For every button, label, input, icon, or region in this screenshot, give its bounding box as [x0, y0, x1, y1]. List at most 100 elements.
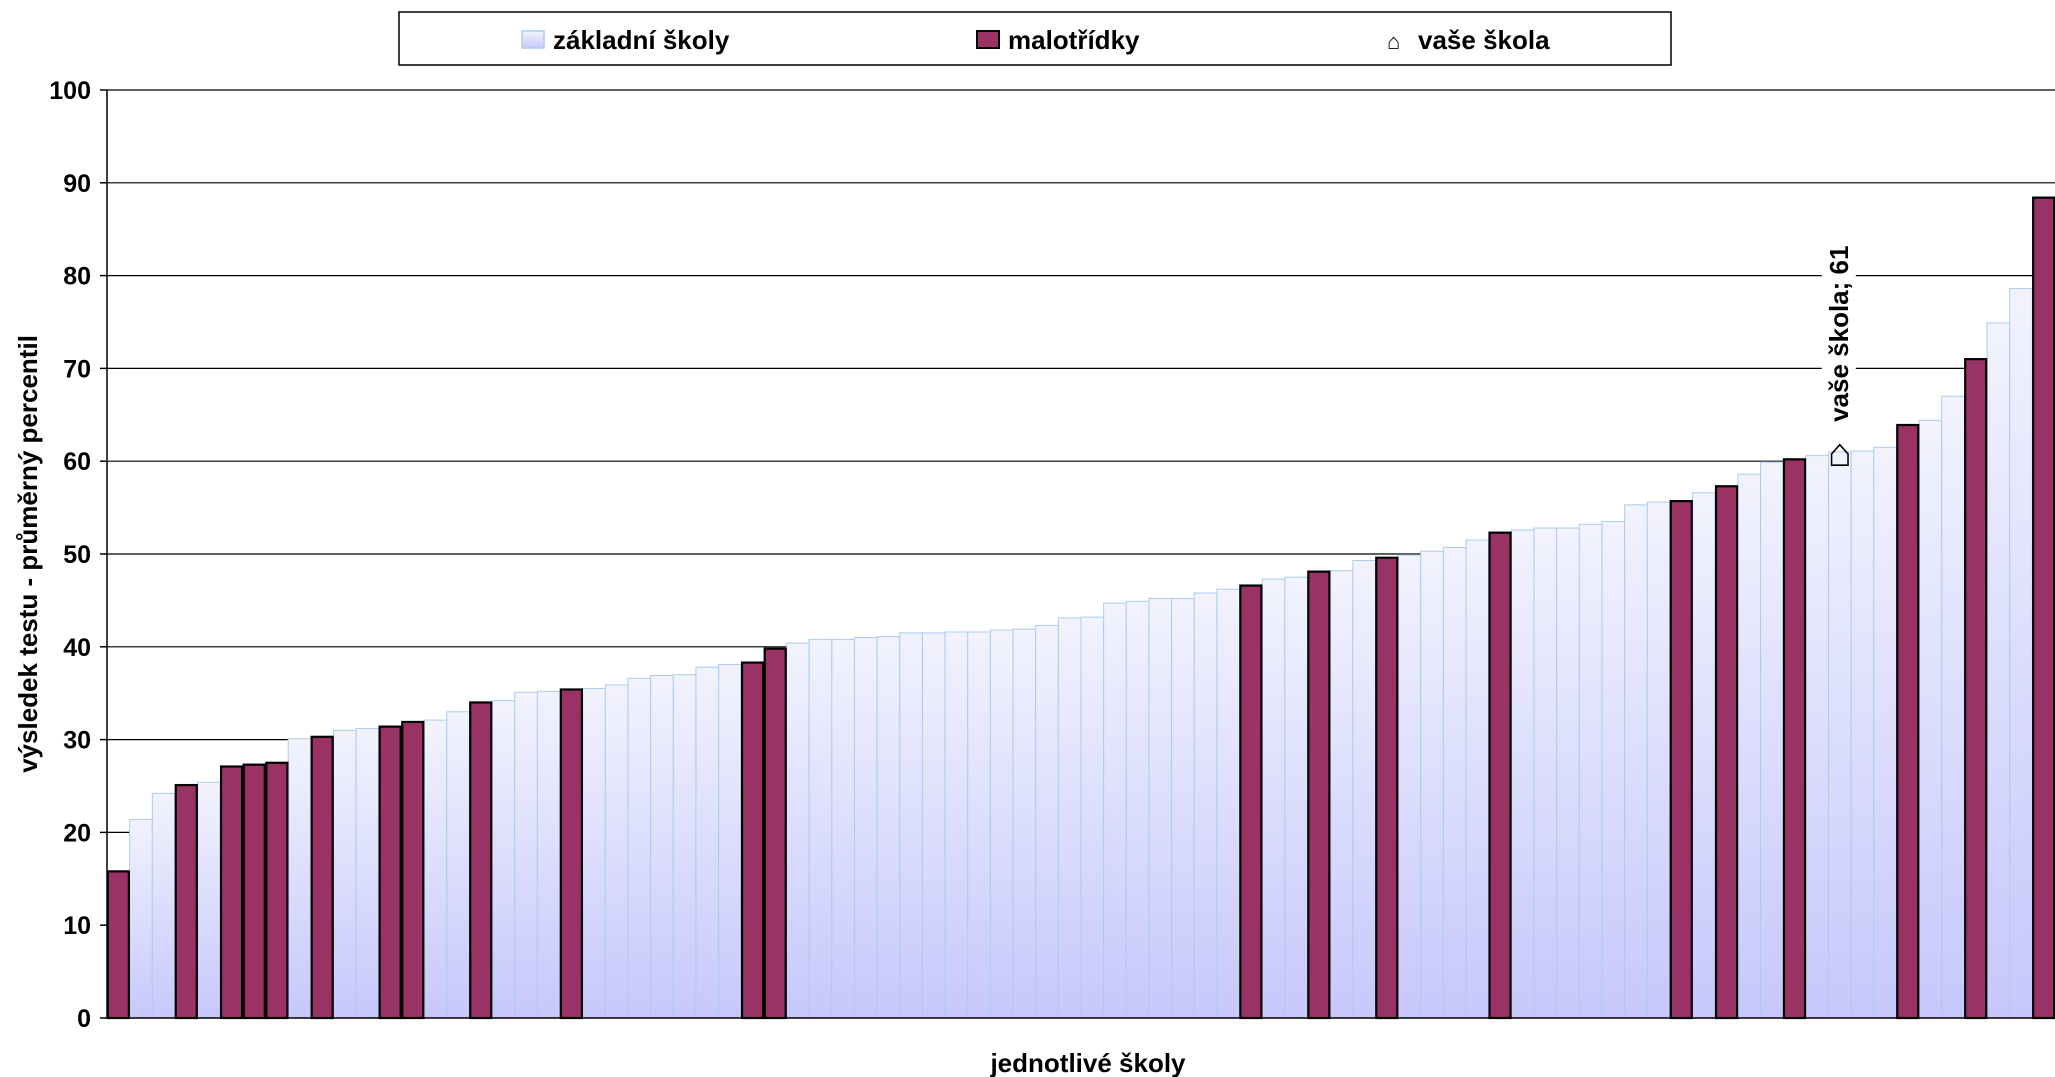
- bar-zakladni-skola: [1827, 451, 1852, 1019]
- bar-zakladni-skola: [1760, 461, 1784, 1019]
- y-tick-label: 40: [63, 634, 91, 662]
- legend-swatch-malotridky: [976, 30, 1000, 49]
- bar-zakladni-skola: [423, 719, 448, 1019]
- bar-zakladni-skola: [1057, 617, 1082, 1019]
- bar-malotridka: [559, 688, 583, 1020]
- bar-malotridka: [1782, 458, 1807, 1020]
- bar-zakladni-skola: [1035, 624, 1059, 1019]
- bar-malotridka: [1488, 531, 1512, 1020]
- house-icon: ⌂: [1387, 29, 1400, 54]
- bar-malotridka: [1714, 485, 1739, 1020]
- bar-zakladni-skola: [627, 677, 652, 1019]
- bar-zakladni-skola: [1510, 529, 1535, 1019]
- bar-malotridka: [242, 763, 266, 1020]
- bar-zakladni-skola: [1352, 559, 1376, 1019]
- bar-zakladni-skola: [446, 711, 470, 1019]
- y-axis-title: výsledek testu - průměrný percentil: [13, 335, 43, 773]
- bar-zakladni-skola: [1850, 450, 1875, 1019]
- bar-malotridka: [378, 725, 402, 1020]
- legend-label-vase-skola: vaše škola: [1418, 25, 1550, 55]
- bar-zakladni-skola: [151, 792, 176, 1019]
- bar-zakladni-skola: [1692, 492, 1716, 1019]
- bar-malotridka: [1896, 423, 1920, 1020]
- bar-zakladni-skola: [786, 642, 810, 1019]
- y-axis-ticks: 0 10 20 30 40 50 60 70 80 90 100: [49, 77, 107, 1033]
- bar-zakladni-skola: [853, 637, 878, 1019]
- x-axis-title: jednotlivé školy: [989, 1048, 1186, 1077]
- bar-zakladni-skola: [1624, 504, 1648, 1019]
- bar-zakladni-skola: [808, 638, 833, 1019]
- bar-zakladni-skola: [1805, 455, 1829, 1019]
- bar-zakladni-skola: [1171, 598, 1195, 1019]
- bar-malotridka: [2032, 196, 2055, 1020]
- bar-zakladni-skola: [989, 629, 1014, 1019]
- bar-zakladni-skola: [944, 631, 969, 1019]
- bar-zakladni-skola: [1578, 523, 1603, 1019]
- bar-zakladni-skola: [1986, 322, 2011, 1019]
- bar-zakladni-skola: [604, 684, 629, 1019]
- bar-malotridka: [106, 870, 130, 1020]
- bar-zakladni-skola: [1193, 592, 1218, 1019]
- y-tick-label: 100: [49, 77, 91, 105]
- bar-zakladni-skola: [831, 638, 855, 1019]
- bar-malotridka: [740, 661, 765, 1020]
- bar-zakladni-skola: [1737, 473, 1762, 1019]
- bar-zakladni-skola: [672, 674, 697, 1019]
- your-school-label: vaše škola; 61: [1824, 246, 1854, 422]
- bar-zakladni-skola: [1284, 576, 1309, 1019]
- bar-zakladni-skola: [2009, 288, 2033, 1019]
- legend-label-malotridky: malotřídky: [1008, 25, 1140, 55]
- y-tick-label: 20: [63, 819, 91, 847]
- bar-zakladni-skola: [287, 738, 312, 1019]
- bar-zakladni-skola: [1646, 501, 1671, 1019]
- legend-label-zakladni-skoly: základní školy: [553, 25, 730, 55]
- bar-zakladni-skola: [582, 688, 606, 1019]
- bar-zakladni-skola: [333, 729, 357, 1019]
- bar-malotridka: [310, 735, 334, 1020]
- y-tick-label: 90: [63, 170, 91, 198]
- bar-zakladni-skola: [1918, 419, 1943, 1019]
- bar-zakladni-skola: [1125, 600, 1150, 1019]
- bar-zakladni-skola: [1012, 628, 1037, 1019]
- bar-zakladni-skola: [967, 631, 991, 1019]
- bar-zakladni-skola: [197, 781, 221, 1019]
- bar-zakladni-skola: [1601, 521, 1626, 1019]
- bar-zakladni-skola: [355, 727, 380, 1019]
- bar-zakladni-skola: [1329, 570, 1354, 1019]
- y-tick-label: 80: [63, 263, 91, 291]
- bar-zakladni-skola: [1080, 616, 1105, 1019]
- bar-zakladni-skola: [1148, 598, 1173, 1019]
- bar-zakladni-skola: [1261, 578, 1286, 1019]
- bar-zakladni-skola: [1103, 602, 1127, 1019]
- your-school-house-icon: ⌂: [1828, 431, 1852, 475]
- bar-malotridka: [401, 720, 425, 1020]
- your-school-label-bg: [1821, 241, 1856, 426]
- bar-zakladni-skola: [650, 675, 674, 1019]
- bar-zakladni-skola: [536, 690, 561, 1019]
- bar-zakladni-skola: [491, 700, 516, 1019]
- bar-zakladni-skola: [695, 666, 720, 1019]
- bar-zakladni-skola: [718, 663, 742, 1019]
- bar-malotridka: [1239, 584, 1263, 1020]
- bar-malotridka: [174, 783, 198, 1020]
- legend-swatch-zakladni-skoly: [521, 30, 545, 49]
- y-tick-label: 60: [63, 448, 91, 476]
- bar-malotridka: [469, 701, 493, 1020]
- y-tick-label: 30: [63, 727, 91, 755]
- bar-zakladni-skola: [129, 818, 153, 1019]
- legend: základní školy malotřídky ⌂ vaše škola: [398, 11, 1672, 66]
- bar-zakladni-skola: [514, 691, 538, 1019]
- bar-malotridka: [265, 761, 289, 1020]
- bar-malotridka: [763, 647, 787, 1020]
- bar-zakladni-skola: [1216, 588, 1241, 1019]
- bar-zakladni-skola: [921, 632, 946, 1019]
- annotation: ⌂ vaše škola; 61: [1821, 241, 1856, 475]
- y-tick-label: 70: [63, 355, 91, 383]
- y-tick-label: 0: [77, 1005, 91, 1033]
- bar-malotridka: [1307, 570, 1331, 1020]
- bar-zakladni-skola: [1442, 547, 1467, 1019]
- bar-zakladni-skola: [1533, 527, 1558, 1019]
- bar-zakladni-skola: [876, 636, 901, 1019]
- legend-frame: [398, 11, 1672, 66]
